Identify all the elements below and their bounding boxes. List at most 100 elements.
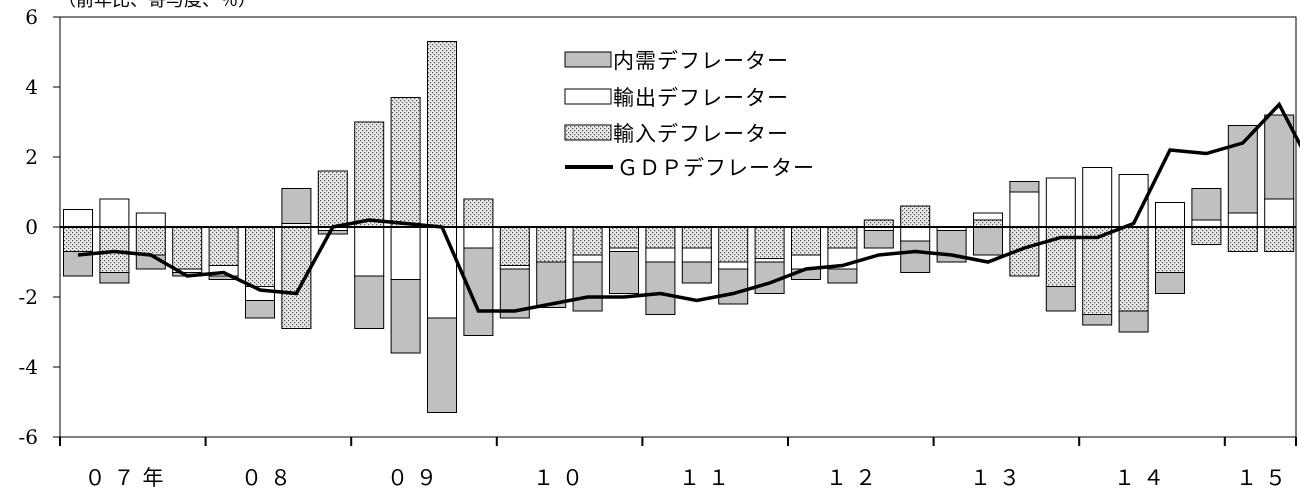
bar-export — [1082, 167, 1113, 228]
gdp-deflator-line — [77, 101, 1300, 313]
bar-import — [499, 226, 530, 266]
bar-domestic — [1227, 125, 1258, 214]
bar-import — [354, 121, 385, 228]
bar-export — [1227, 212, 1258, 228]
bar-export — [1009, 191, 1040, 228]
bar-domestic — [536, 261, 567, 308]
bar-domestic — [317, 230, 348, 235]
bar-import — [1264, 226, 1295, 252]
y-tick-label: 4 — [25, 75, 38, 99]
bar-layer — [63, 41, 1295, 413]
y-tick-label: -2 — [19, 285, 38, 309]
bar-domestic — [1082, 314, 1113, 326]
x-year-label: １４ — [1114, 466, 1172, 490]
x-year-label: ０９ — [387, 466, 445, 490]
bar-domestic — [390, 279, 421, 354]
bar-domestic — [718, 268, 749, 305]
bar-export — [463, 226, 494, 249]
bar-export — [135, 212, 166, 228]
y-tick-label: 2 — [25, 145, 38, 169]
bar-export — [63, 209, 93, 228]
x-year-label: １１ — [679, 466, 737, 490]
bar-export — [572, 254, 603, 263]
bar-import — [609, 226, 639, 249]
x-year-label: １５ — [1236, 466, 1294, 490]
bar-domestic — [1264, 114, 1295, 200]
bar-import — [427, 41, 457, 228]
y-tick-label: -4 — [19, 355, 38, 379]
legend-swatch — [564, 51, 612, 68]
bar-export — [499, 265, 530, 270]
bar-export — [427, 226, 457, 319]
bar-import — [1155, 226, 1185, 273]
bar-domestic — [99, 272, 130, 284]
bar-import — [645, 226, 676, 249]
bar-import — [973, 219, 1003, 228]
legend-label: 内需デフレーター — [613, 49, 789, 73]
bar-import — [208, 226, 239, 266]
y-tick-label: 6 — [25, 5, 38, 29]
legend-label: 輸入デフレーター — [613, 122, 789, 146]
x-year-label: １２ — [826, 466, 884, 490]
bar-domestic — [1045, 286, 1076, 312]
bar-import — [536, 226, 567, 263]
bar-domestic — [900, 240, 931, 273]
bar-import — [718, 226, 749, 263]
y-tick-label: 0 — [25, 215, 38, 239]
bar-domestic — [1191, 188, 1222, 221]
bar-domestic — [1009, 181, 1040, 193]
bar-export — [99, 198, 130, 228]
bar-import — [390, 97, 421, 228]
bar-import — [135, 226, 166, 256]
bar-export — [973, 212, 1003, 221]
bar-domestic — [609, 251, 639, 294]
bar-import — [900, 205, 931, 228]
bar-domestic — [681, 261, 712, 284]
legend-swatch — [564, 124, 612, 141]
bar-export — [645, 247, 676, 263]
bar-domestic — [427, 317, 457, 413]
x-year-label: ０７年 — [85, 466, 172, 490]
bar-import — [245, 226, 275, 287]
bar-import — [754, 226, 785, 259]
bar-export — [609, 247, 639, 252]
bar-domestic — [1155, 272, 1185, 294]
x-year-label: １３ — [970, 466, 1028, 490]
legend-label: 輸出デフレーター — [613, 86, 789, 110]
bar-import — [1082, 226, 1113, 315]
bar-domestic — [973, 226, 1003, 256]
y-tick-label: -6 — [19, 425, 38, 449]
bar-domestic — [245, 300, 275, 319]
bar-import — [1118, 226, 1149, 312]
bar-domestic — [645, 261, 676, 315]
bar-import — [317, 170, 348, 228]
y-axis: 6 4 2 0 -2 -4 -6 — [19, 5, 60, 449]
bar-import — [172, 226, 203, 270]
legend-label: ＧＤＰデフレーター — [617, 156, 815, 180]
bar-export — [1155, 202, 1185, 228]
x-year-label: １０ — [533, 466, 591, 490]
y-axis-unit-label: （前年比、寄与度、％） — [58, 0, 256, 11]
bar-import — [1227, 226, 1258, 252]
bar-domestic — [827, 268, 858, 284]
bar-domestic — [863, 230, 894, 249]
x-axis: ０７年 ０８ ０９ １０ １１ １２ １３ １４ １５ — [59, 437, 1297, 490]
bar-import — [681, 226, 712, 249]
bar-import — [1191, 226, 1222, 245]
x-year-label: ０８ — [241, 466, 299, 490]
bar-export — [754, 258, 785, 263]
bar-export — [1191, 219, 1222, 228]
bar-import — [463, 198, 494, 228]
bar-import — [827, 226, 858, 249]
bar-export — [900, 226, 931, 242]
bar-export — [354, 226, 385, 277]
bar-domestic — [572, 261, 603, 312]
bar-domestic — [281, 188, 312, 224]
bar-import — [572, 226, 603, 256]
bar-export — [681, 247, 712, 263]
bar-domestic — [354, 275, 385, 329]
bar-export — [390, 226, 421, 280]
bar-import — [863, 219, 894, 228]
